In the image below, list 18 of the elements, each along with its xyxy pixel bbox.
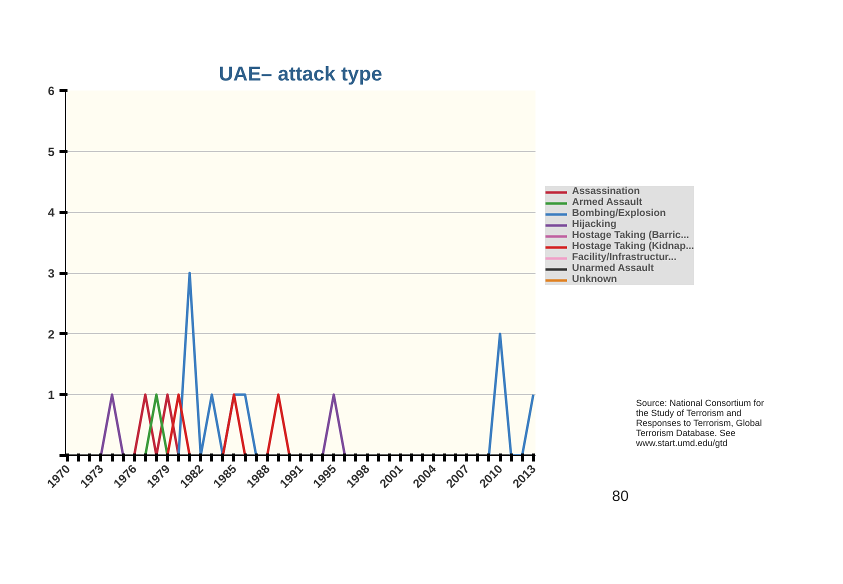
y-tick-label: 3 bbox=[48, 266, 55, 280]
legend-label: Hijacking bbox=[572, 219, 616, 230]
y-tick-label: 6 bbox=[48, 84, 55, 98]
y-tick-label: 5 bbox=[48, 144, 55, 159]
legend-label: Unarmed Assault bbox=[572, 263, 654, 274]
legend-label: Unknown bbox=[572, 274, 617, 285]
legend-label: Hostage Taking (Barric... bbox=[572, 230, 690, 241]
legend-label: Facility/Infrastructur... bbox=[572, 252, 676, 263]
legend-label: Armed Assault bbox=[572, 197, 642, 208]
legend-label: Hostage Taking (Kidnap... bbox=[572, 241, 694, 252]
chart-title: UAE– attack type bbox=[218, 64, 382, 86]
y-tick-label: 2 bbox=[48, 327, 55, 342]
source-note: Source: National Consortium for the Study of Terrorism and Responses to Terrorism, Global Terrorism Database. See www.start.umd.edu/gtd bbox=[636, 398, 764, 448]
y-tick-label: 4 bbox=[48, 206, 55, 220]
legend-label: Assassination bbox=[572, 186, 640, 197]
text: 80 bbox=[612, 488, 629, 506]
y-tick-label: 1 bbox=[48, 388, 55, 402]
legend-label: Bombing/Explosion bbox=[572, 208, 666, 219]
